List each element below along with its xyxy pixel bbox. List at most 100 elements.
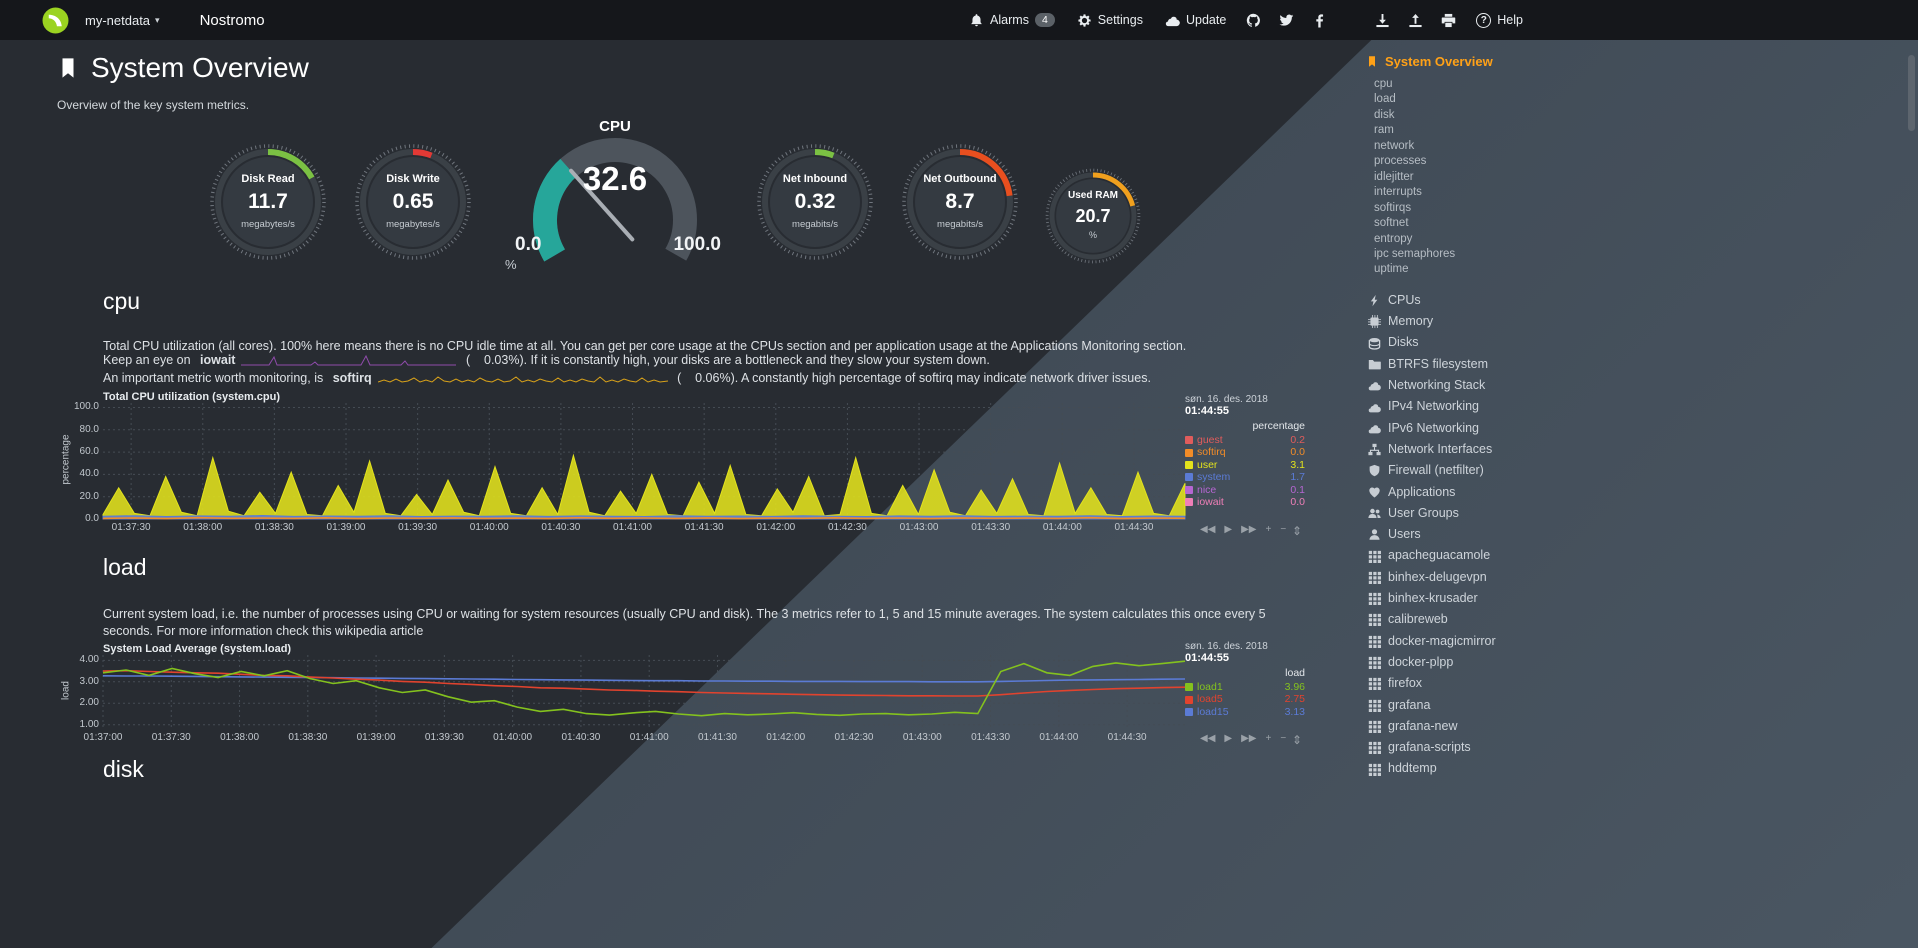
sidebar-item-system-overview[interactable]: System Overview bbox=[1366, 54, 1606, 69]
sidebar-scrollbar[interactable] bbox=[1908, 55, 1915, 131]
pan-left-icon[interactable]: ◀◀ bbox=[1200, 733, 1216, 744]
sidebar-item-docker-magicmirror[interactable]: docker-magicmirror bbox=[1368, 631, 1606, 652]
grid-icon bbox=[1368, 677, 1381, 690]
legend-swatch bbox=[1185, 436, 1193, 445]
gauge-unit: % bbox=[1088, 230, 1097, 240]
sidebar-item-btrfs-filesystem[interactable]: BTRFS filesystem bbox=[1368, 354, 1606, 375]
sidebar-item-hddtemp[interactable]: hddtemp bbox=[1368, 758, 1606, 779]
sidebar-subitem-idlejitter[interactable]: idlejitter bbox=[1374, 170, 1414, 183]
legend-row-nice[interactable]: nice 0.1 bbox=[1185, 484, 1307, 496]
sidebar-subitem-network[interactable]: network bbox=[1374, 139, 1415, 152]
sidebar-item-memory[interactable]: Memory bbox=[1368, 311, 1606, 332]
sidebar-item-grafana-scripts[interactable]: grafana-scripts bbox=[1368, 737, 1606, 758]
zoom-in-icon[interactable]: + bbox=[1265, 524, 1272, 535]
sidebar-item-disks[interactable]: Disks bbox=[1368, 332, 1606, 353]
pan-right-icon[interactable]: ▶▶ bbox=[1241, 524, 1257, 535]
chart-cpu: Total CPU utilization (system.cpu) percen… bbox=[60, 388, 1307, 542]
gauge-net-inbound[interactable]: Net Inbound 0.32 megabits/s bbox=[754, 141, 876, 263]
sidebar-subitem-ipc-semaphores[interactable]: ipc semaphores bbox=[1374, 247, 1456, 260]
sidebar-item-grafana-new[interactable]: grafana-new bbox=[1368, 716, 1606, 737]
sidebar-subitem-processes[interactable]: processes bbox=[1374, 155, 1427, 168]
twitter-icon[interactable] bbox=[1270, 0, 1303, 40]
gauge-disk-read[interactable]: Disk Read 11.7 megabytes/s bbox=[207, 141, 329, 263]
sidebar-item-firewall-netfilter[interactable]: Firewall (netfilter) bbox=[1368, 460, 1606, 481]
zoom-out-icon[interactable]: − bbox=[1280, 524, 1287, 535]
facebook-icon[interactable] bbox=[1303, 0, 1336, 40]
sidebar-item-cpus[interactable]: CPUs bbox=[1368, 290, 1606, 311]
legend-name-text: load15 bbox=[1197, 705, 1229, 718]
sidebar-item-docker-plpp[interactable]: docker-plpp bbox=[1368, 652, 1606, 673]
zoom-out-icon[interactable]: − bbox=[1280, 733, 1287, 744]
iowait-post-text: ( 0.03%). If it is constantly high, your… bbox=[462, 353, 990, 367]
zoom-in-icon[interactable]: + bbox=[1265, 733, 1272, 744]
legend-row-guest[interactable]: guest 0.2 bbox=[1185, 434, 1307, 446]
sidebar-item-network-interfaces[interactable]: Network Interfaces bbox=[1368, 439, 1606, 460]
sidebar-item-firefox[interactable]: firefox bbox=[1368, 673, 1606, 694]
legend-row-user[interactable]: user 3.1 bbox=[1185, 459, 1307, 471]
x-tick-label: 01:40:00 bbox=[493, 732, 533, 743]
gauge-cpu[interactable]: CPU 32.6 0.0 100.0 % bbox=[505, 112, 725, 302]
sidebar-subitem-ram[interactable]: ram bbox=[1374, 124, 1394, 137]
legend-row-load15[interactable]: load15 3.13 bbox=[1185, 706, 1307, 718]
sidebar-subitem-load[interactable]: load bbox=[1374, 93, 1396, 106]
sidebar-subitem-disk[interactable]: disk bbox=[1374, 108, 1395, 121]
sidebar-subitem-entropy[interactable]: entropy bbox=[1374, 232, 1413, 245]
import-icon[interactable] bbox=[1366, 0, 1399, 40]
sidebar-item-grafana[interactable]: grafana bbox=[1368, 695, 1606, 716]
alarms-button[interactable]: Alarms 4 bbox=[958, 0, 1066, 40]
my-netdata-menu[interactable]: my-netdata ▾ bbox=[85, 13, 160, 28]
resize-icon[interactable]: ⇕ bbox=[1292, 733, 1303, 747]
play-icon[interactable]: ▶ bbox=[1224, 524, 1233, 535]
x-tick-label: 01:39:00 bbox=[356, 732, 396, 743]
sidebar-item-apacheguacamole[interactable]: apacheguacamole bbox=[1368, 545, 1606, 566]
gauge-disk-write[interactable]: Disk Write 0.65 megabytes/s bbox=[352, 141, 474, 263]
legend-name-text: load5 bbox=[1197, 693, 1223, 706]
gauge-ring-used-ram bbox=[1045, 168, 1141, 264]
export-icon[interactable] bbox=[1399, 0, 1432, 40]
sidebar-item-calibreweb[interactable]: calibreweb bbox=[1368, 609, 1606, 630]
github-icon[interactable] bbox=[1237, 0, 1270, 40]
legend-name-text: guest bbox=[1197, 434, 1223, 446]
sidebar-subitem-uptime[interactable]: uptime bbox=[1374, 263, 1409, 276]
gauge-used-ram[interactable]: Used RAM 20.7% bbox=[1043, 166, 1143, 266]
sidebar-item-ipv4-networking[interactable]: IPv4 Networking bbox=[1368, 396, 1606, 417]
sidebar-item-users[interactable]: Users bbox=[1368, 524, 1606, 545]
gauge-net-outbound[interactable]: Net Outbound 8.7 megabits/s bbox=[899, 141, 1021, 263]
sidebar-item-user-groups[interactable]: User Groups bbox=[1368, 503, 1606, 524]
bookmark-icon bbox=[1366, 55, 1378, 68]
netdata-logo[interactable] bbox=[42, 7, 69, 34]
help-button[interactable]: ? Help bbox=[1465, 0, 1534, 40]
sidebar-item-networking-stack[interactable]: Networking Stack bbox=[1368, 375, 1606, 396]
sidebar-item-ipv6-networking[interactable]: IPv6 Networking bbox=[1368, 418, 1606, 439]
legend-units: load bbox=[1285, 667, 1305, 679]
chart-plot-cpu[interactable] bbox=[102, 403, 1186, 520]
chart-plot-load[interactable] bbox=[102, 655, 1186, 729]
sidebar-item-applications[interactable]: Applications bbox=[1368, 482, 1606, 503]
pan-left-icon[interactable]: ◀◀ bbox=[1200, 524, 1216, 535]
settings-button[interactable]: Settings bbox=[1066, 0, 1154, 40]
print-icon[interactable] bbox=[1432, 0, 1465, 40]
legend-name-text: system bbox=[1197, 471, 1231, 484]
legend-row-iowait[interactable]: iowait 0.0 bbox=[1185, 496, 1307, 508]
legend-row-load5[interactable]: load5 2.75 bbox=[1185, 693, 1307, 705]
sidebar-subitem-interrupts[interactable]: interrupts bbox=[1374, 186, 1422, 199]
legend-row-load1[interactable]: load1 3.96 bbox=[1185, 681, 1307, 693]
sidebar-subitem-cpu[interactable]: cpu bbox=[1374, 78, 1393, 90]
grid-icon bbox=[1368, 571, 1381, 584]
gauge-cpu-title: CPU bbox=[599, 118, 631, 135]
legend-units: percentage bbox=[1252, 420, 1305, 432]
legend-row-softirq[interactable]: softirq 0.0 bbox=[1185, 446, 1307, 458]
resize-icon[interactable]: ⇕ bbox=[1292, 524, 1303, 538]
gear-icon bbox=[1077, 13, 1092, 28]
sidebar-item-binhex-delugevpn[interactable]: binhex-delugevpn bbox=[1368, 567, 1606, 588]
sidebar-item-binhex-krusader[interactable]: binhex-krusader bbox=[1368, 588, 1606, 609]
sidebar-active-label: System Overview bbox=[1385, 54, 1493, 69]
sidebar-subitem-softirqs[interactable]: softirqs bbox=[1374, 201, 1412, 214]
chart-load: System Load Average (system.load) load 1.0… bbox=[60, 638, 1307, 752]
play-icon[interactable]: ▶ bbox=[1224, 733, 1233, 744]
legend-row-system[interactable]: system 1.7 bbox=[1185, 471, 1307, 483]
update-button[interactable]: Update bbox=[1154, 0, 1237, 40]
sidebar-subitem-softnet[interactable]: softnet bbox=[1374, 217, 1409, 230]
pan-right-icon[interactable]: ▶▶ bbox=[1241, 733, 1257, 744]
